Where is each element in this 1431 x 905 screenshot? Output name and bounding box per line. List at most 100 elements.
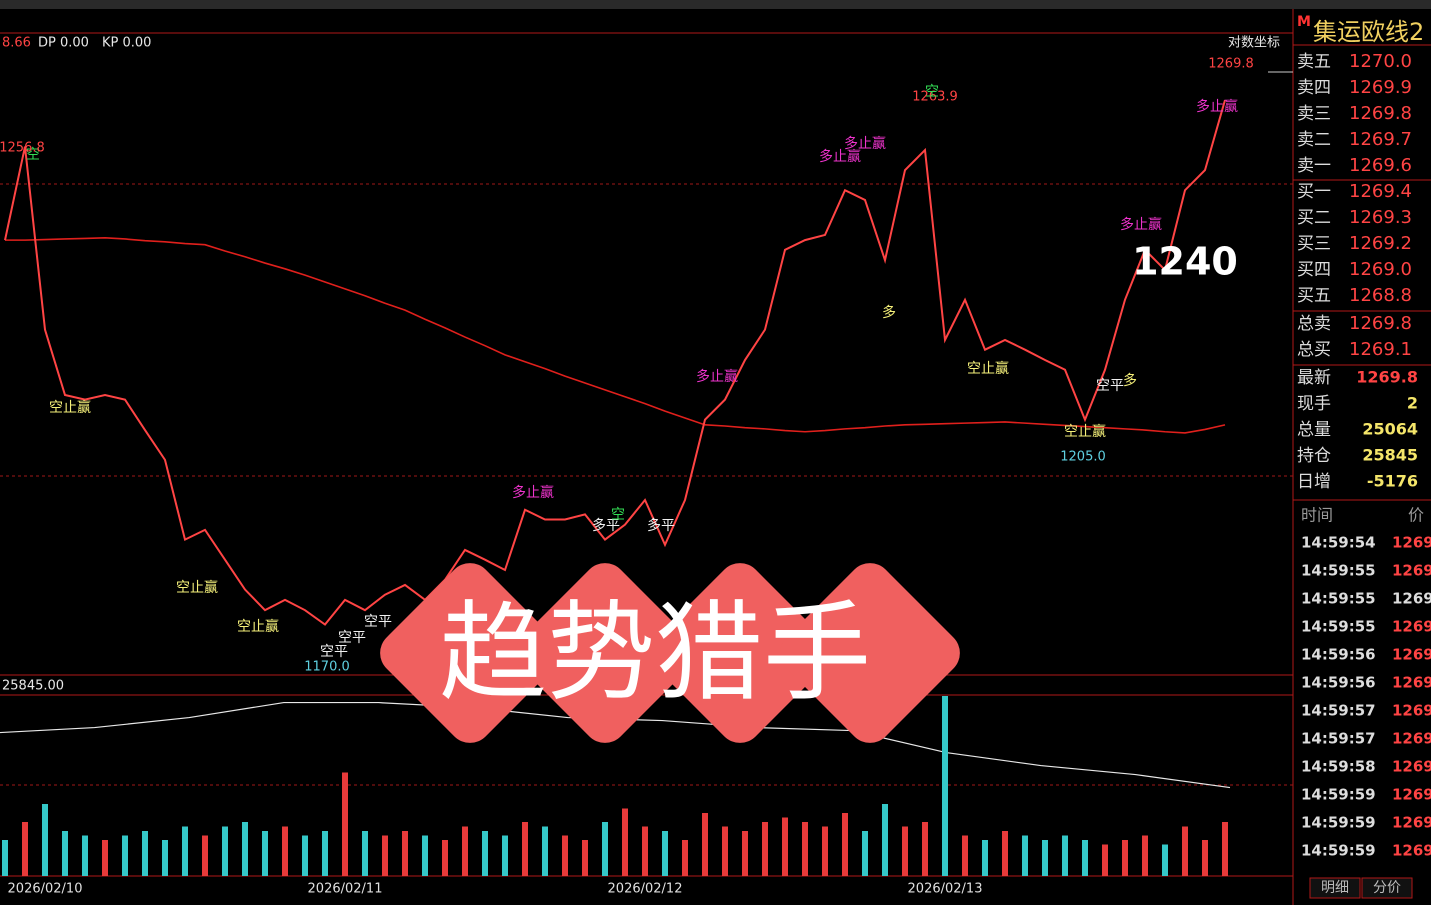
volume-bar <box>942 696 948 876</box>
annotation: 1269.8 <box>1208 57 1254 72</box>
quote-price: 1269.9 <box>1349 77 1412 98</box>
annotation: 1170.0 <box>304 660 350 675</box>
volume-bar <box>562 835 568 876</box>
volume-bar <box>82 835 88 876</box>
overlay-title: 趋势猎手 <box>439 591 871 716</box>
trade-price: 1269. <box>1392 730 1431 748</box>
trade-time: 14:59:54 <box>1301 534 1376 552</box>
volume-bar <box>342 772 348 876</box>
quote-label: 买四 <box>1297 260 1331 280</box>
volume-bar <box>642 826 648 876</box>
trades-header: 价 <box>1408 506 1424 525</box>
volume-bar <box>802 822 808 876</box>
annotation: 空 <box>925 84 939 100</box>
quote-label: 买三 <box>1297 234 1331 254</box>
tab[interactable] <box>1361 877 1413 899</box>
annotation: 多平 <box>647 517 675 534</box>
trade-price: 1269. <box>1392 618 1431 636</box>
trade-time: 14:59:59 <box>1301 842 1376 860</box>
volume-bar <box>482 831 488 876</box>
volume-bar <box>62 831 68 876</box>
annotation: 空平 <box>1096 378 1124 394</box>
trade-price: 1269. <box>1392 758 1431 776</box>
trade-time: 14:59:55 <box>1301 562 1376 580</box>
volume-bar <box>22 822 28 876</box>
quote-price: 1269.6 <box>1349 155 1412 176</box>
quote-label: 买二 <box>1297 208 1331 228</box>
stat-label: 持仓 <box>1297 446 1331 466</box>
volume-bar <box>462 826 468 876</box>
volume-bar <box>262 831 268 876</box>
quote-price: 1269.2 <box>1349 233 1412 254</box>
volume-bar <box>242 822 248 876</box>
trade-time: 14:59:56 <box>1301 674 1376 692</box>
annotation: 多止赢 <box>696 368 738 385</box>
volume-bar <box>442 840 448 876</box>
quote-price: 1269.7 <box>1349 129 1412 150</box>
volume-bar <box>1042 840 1048 876</box>
volume-bar <box>722 826 728 876</box>
volume-bar <box>742 831 748 876</box>
trade-price: 1269. <box>1392 562 1431 580</box>
annotation: 多 <box>1123 372 1137 389</box>
x-tick-label: 2026/02/11 <box>308 882 383 897</box>
annotation: 多止赢 <box>1120 216 1162 233</box>
stat-value: 25064 <box>1362 420 1418 439</box>
annotation: 1256.8 <box>0 141 45 156</box>
volume-bar <box>962 835 968 876</box>
volume-bar <box>202 835 208 876</box>
volume-bar <box>662 831 668 876</box>
volume-bar <box>822 826 828 876</box>
trade-time: 14:59:59 <box>1301 786 1376 804</box>
quote-label: 总卖 <box>1297 314 1331 334</box>
quote-price: 1270.0 <box>1349 51 1412 72</box>
volume-bar <box>422 835 428 876</box>
tab-label[interactable]: 明细 <box>1321 880 1349 896</box>
quote-price: 1269.1 <box>1349 339 1412 360</box>
volume-bar <box>1142 835 1148 876</box>
volume-bar <box>1162 844 1168 876</box>
tab[interactable] <box>1309 877 1361 899</box>
tab-label[interactable]: 分价 <box>1373 880 1401 896</box>
annotation: 多止赢 <box>844 135 886 152</box>
stat-label: 最新 <box>1297 368 1331 388</box>
indicator: 8.66 <box>2 36 31 51</box>
trade-time: 14:59:59 <box>1301 814 1376 832</box>
quote-label: 买一 <box>1297 182 1331 202</box>
indicator: DP 0.00 <box>38 36 89 51</box>
stat-value: 1269.8 <box>1356 368 1418 387</box>
symbol: 集运欧线2 <box>1313 18 1424 46</box>
volume-bar <box>1122 840 1128 876</box>
annotation: 空平 <box>364 614 392 630</box>
oi-label: 25845.00 <box>2 679 64 694</box>
x-tick-label: 2026/02/10 <box>8 882 83 897</box>
volume-bar <box>162 840 168 876</box>
volume-bar <box>122 835 128 876</box>
annotation: 多止赢 <box>1196 98 1238 115</box>
volume-bar <box>2 840 8 876</box>
volume-bar <box>1062 835 1068 876</box>
quote-label: 买五 <box>1297 286 1331 306</box>
annotation: 空止赢 <box>967 360 1009 377</box>
trade-price: 1269. <box>1392 590 1431 608</box>
volume-bar <box>682 840 688 876</box>
volume-bar <box>622 808 628 876</box>
quote-label: 卖三 <box>1297 104 1331 124</box>
annotation: 空平 <box>338 630 366 646</box>
annotation: 多 <box>882 304 896 321</box>
quote-price: 1268.8 <box>1349 285 1412 306</box>
annotation: 1240 <box>1132 240 1238 284</box>
trade-price: 1269. <box>1392 534 1431 552</box>
volume-bar <box>862 831 868 876</box>
annotation: 多平 <box>592 517 620 534</box>
quote-label: 卖一 <box>1297 156 1331 176</box>
annotation: 空止赢 <box>49 399 91 416</box>
stat-value: 25845 <box>1362 446 1418 465</box>
quote-price: 1269.0 <box>1349 259 1412 280</box>
trade-time: 14:59:57 <box>1301 730 1376 748</box>
volume-bar <box>582 840 588 876</box>
volume-bar <box>902 826 908 876</box>
volume-bar <box>282 826 288 876</box>
